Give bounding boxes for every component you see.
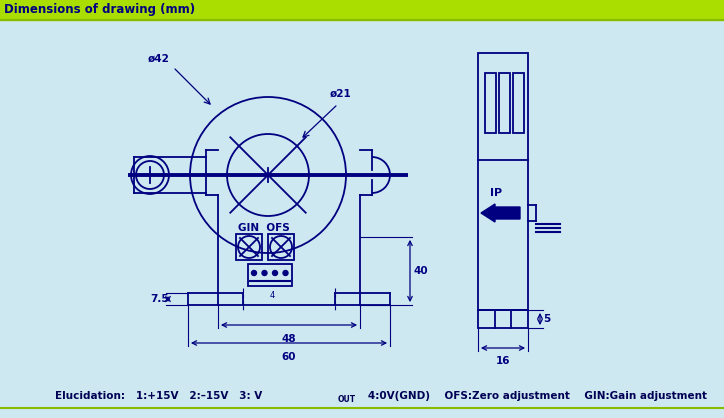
Text: OUT: OUT xyxy=(338,395,356,405)
Bar xyxy=(513,73,524,133)
Text: 7.5: 7.5 xyxy=(150,294,169,304)
Text: 16: 16 xyxy=(496,356,510,366)
Circle shape xyxy=(251,270,256,275)
Text: ø42: ø42 xyxy=(148,54,170,64)
Text: 4: 4 xyxy=(269,291,274,300)
Bar xyxy=(268,234,294,260)
Bar xyxy=(485,73,496,133)
Text: Elucidation:   1:+15V   2:–15V   3: V: Elucidation: 1:+15V 2:–15V 3: V xyxy=(55,391,262,401)
Text: 48: 48 xyxy=(282,334,296,344)
Bar xyxy=(478,310,528,328)
Text: Dimensions of drawing (mm): Dimensions of drawing (mm) xyxy=(4,3,195,16)
Circle shape xyxy=(262,270,267,275)
Bar xyxy=(499,73,510,133)
Text: GIN  OFS: GIN OFS xyxy=(238,223,290,233)
Text: 60: 60 xyxy=(282,352,296,362)
Circle shape xyxy=(272,270,277,275)
Bar xyxy=(478,53,528,310)
Bar xyxy=(0,0,724,20)
Text: 4:0V(GND)    OFS:Zero adjustment    GIN:Gain adjustment: 4:0V(GND) OFS:Zero adjustment GIN:Gain a… xyxy=(357,391,707,401)
Text: ø21: ø21 xyxy=(330,89,352,99)
Text: IP: IP xyxy=(490,188,502,198)
Text: 40: 40 xyxy=(413,266,428,276)
Bar xyxy=(236,234,262,260)
Bar xyxy=(248,264,292,286)
FancyArrow shape xyxy=(481,204,520,222)
Circle shape xyxy=(283,270,288,275)
Text: 5: 5 xyxy=(543,314,550,324)
